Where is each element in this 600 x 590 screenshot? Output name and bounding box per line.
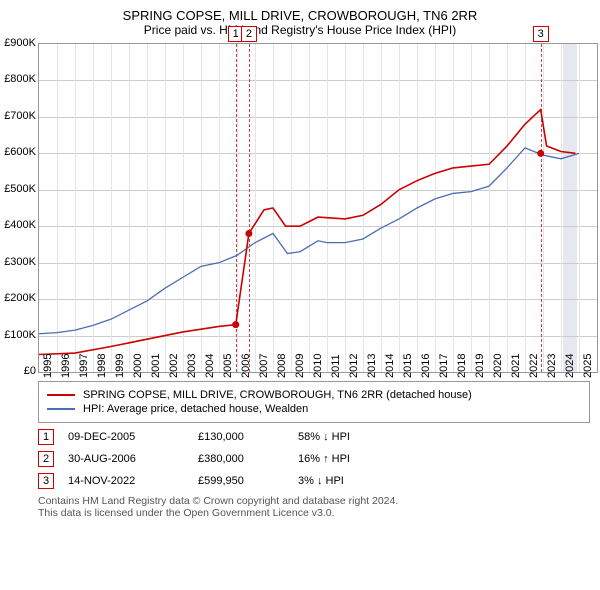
plot-area: 1995199619971998199920002001200220032004… [38, 43, 598, 373]
y-tick-label: £100K [4, 329, 36, 341]
x-tick-label: 2006 [240, 354, 252, 378]
x-tick-label: 2013 [366, 354, 378, 378]
txn-price: £130,000 [198, 431, 298, 443]
transaction-table: 1 09-DEC-2005£130,00058% ↓ HPI 2 30-AUG-200… [38, 429, 590, 489]
event-marker: 1 [38, 429, 54, 445]
legend-swatch [47, 394, 75, 396]
x-tick-label: 2019 [474, 354, 486, 378]
y-tick-label: £0 [24, 365, 36, 377]
x-tick-label: 2010 [312, 354, 324, 378]
y-tick-label: £300K [4, 256, 36, 268]
event-marker: 2 [241, 26, 257, 42]
x-tick-label: 2015 [402, 354, 414, 378]
footer: Contains HM Land Registry data © Crown c… [38, 495, 590, 519]
x-tick-label: 2017 [438, 354, 450, 378]
y-tick-label: £700K [4, 110, 36, 122]
txn-date: 09-DEC-2005 [68, 431, 198, 443]
transaction-row: 3 14-NOV-2022£599,9503% ↓ HPI [38, 473, 590, 489]
x-tick-label: 2004 [204, 354, 216, 378]
legend-label: SPRING COPSE, MILL DRIVE, CROWBOROUGH, T… [83, 389, 472, 401]
chart-title: SPRING COPSE, MILL DRIVE, CROWBOROUGH, T… [0, 0, 600, 23]
chart-subtitle: Price paid vs. HM Land Registry's House … [0, 23, 600, 43]
x-tick-label: 2008 [276, 354, 288, 378]
transaction-row: 1 09-DEC-2005£130,00058% ↓ HPI [38, 429, 590, 445]
line-plot [39, 44, 597, 372]
legend-swatch [47, 408, 75, 410]
x-tick-label: 2014 [384, 354, 396, 378]
x-tick-label: 1999 [114, 354, 126, 378]
x-tick-label: 2002 [168, 354, 180, 378]
x-tick-label: 2007 [258, 354, 270, 378]
event-marker: 3 [38, 473, 54, 489]
x-tick-label: 2018 [456, 354, 468, 378]
x-tick-label: 2025 [582, 354, 594, 378]
x-tick-label: 2012 [348, 354, 360, 378]
x-tick-label: 2022 [528, 354, 540, 378]
txn-pct: 58% ↓ HPI [298, 431, 398, 443]
event-marker: 2 [38, 451, 54, 467]
event-marker: 3 [533, 26, 549, 42]
x-tick-label: 1998 [96, 354, 108, 378]
txn-pct: 16% ↑ HPI [298, 453, 398, 465]
x-tick-label: 1995 [42, 354, 54, 378]
legend-item-price-paid: SPRING COPSE, MILL DRIVE, CROWBOROUGH, T… [47, 389, 581, 401]
x-tick-label: 2005 [222, 354, 234, 378]
txn-price: £380,000 [198, 453, 298, 465]
legend-item-hpi: HPI: Average price, detached house, Weal… [47, 403, 581, 415]
y-tick-label: £600K [4, 146, 36, 158]
x-tick-label: 2021 [510, 354, 522, 378]
x-tick-label: 2016 [420, 354, 432, 378]
y-tick-label: £200K [4, 292, 36, 304]
legend-label: HPI: Average price, detached house, Weal… [83, 403, 308, 415]
x-tick-label: 2023 [546, 354, 558, 378]
txn-date: 14-NOV-2022 [68, 475, 198, 487]
x-tick-label: 2011 [330, 354, 342, 378]
x-tick-label: 2024 [564, 354, 576, 378]
txn-date: 30-AUG-2006 [68, 453, 198, 465]
x-tick-label: 2000 [132, 354, 144, 378]
x-tick-label: 2020 [492, 354, 504, 378]
txn-price: £599,950 [198, 475, 298, 487]
x-tick-label: 2009 [294, 354, 306, 378]
chart-container: SPRING COPSE, MILL DRIVE, CROWBOROUGH, T… [0, 0, 600, 590]
x-tick-label: 1996 [60, 354, 72, 378]
footer-line: Contains HM Land Registry data © Crown c… [38, 495, 590, 507]
x-tick-label: 1997 [78, 354, 90, 378]
y-tick-label: £500K [4, 183, 36, 195]
y-tick-label: £800K [4, 73, 36, 85]
footer-line: This data is licensed under the Open Gov… [38, 507, 590, 519]
y-tick-label: £900K [4, 37, 36, 49]
txn-pct: 3% ↓ HPI [298, 475, 398, 487]
x-tick-label: 2001 [150, 354, 162, 378]
x-tick-label: 2003 [186, 354, 198, 378]
legend: SPRING COPSE, MILL DRIVE, CROWBOROUGH, T… [38, 381, 590, 423]
transaction-row: 2 30-AUG-2006£380,00016% ↑ HPI [38, 451, 590, 467]
y-tick-label: £400K [4, 219, 36, 231]
